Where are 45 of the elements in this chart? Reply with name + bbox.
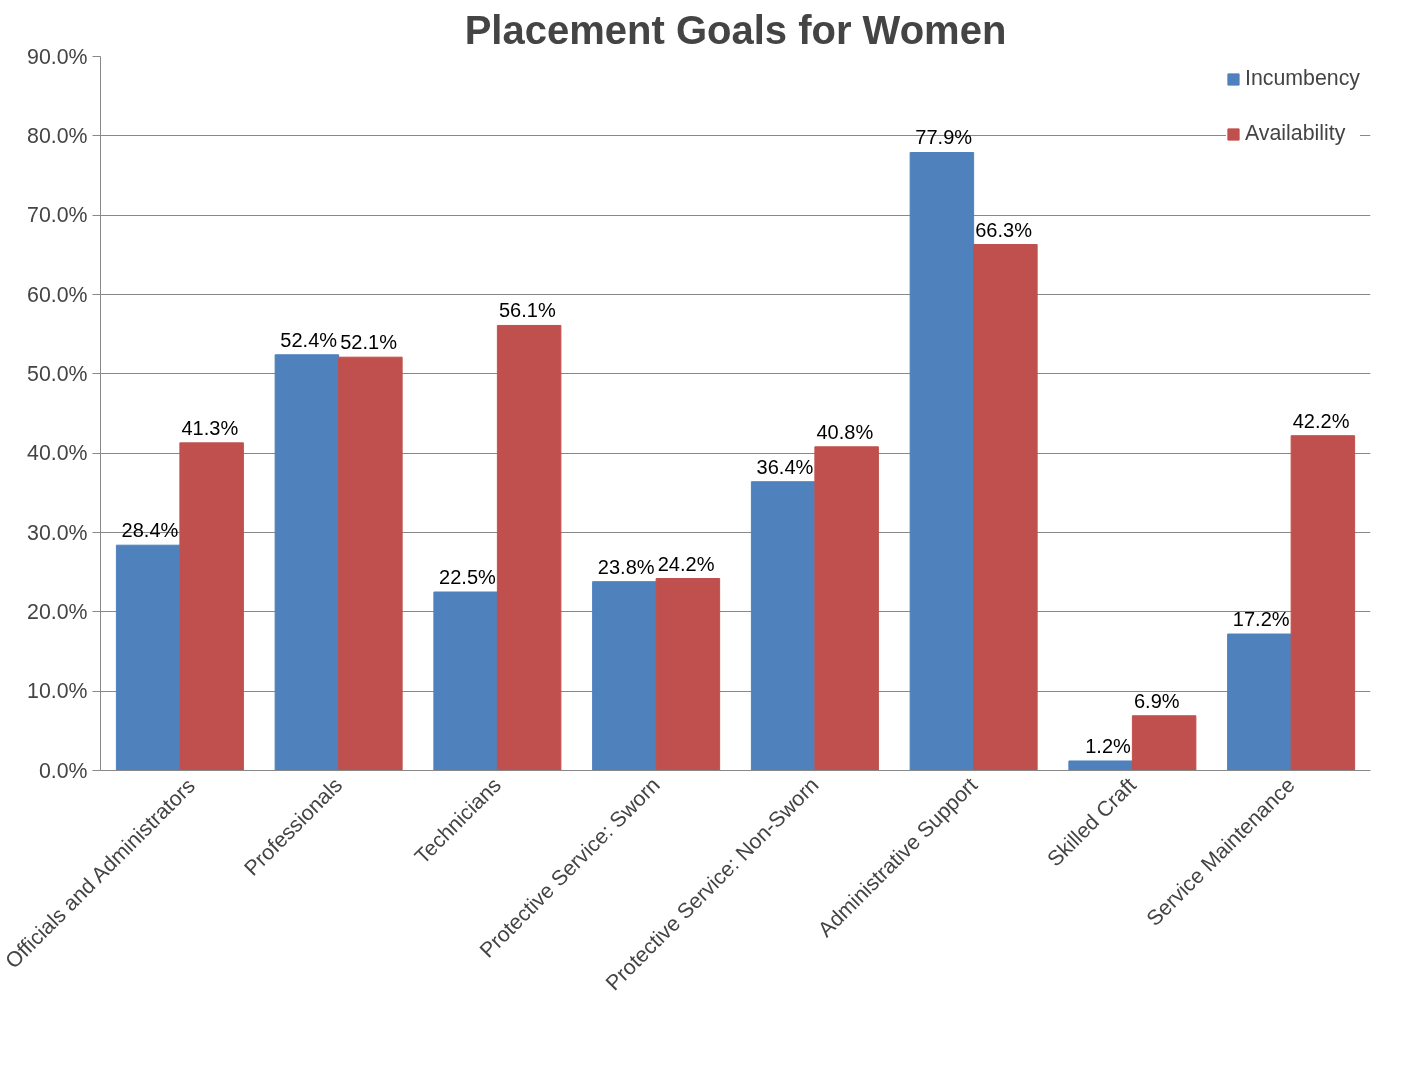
data-label: 23.8%: [597, 555, 655, 578]
bar: [1227, 633, 1292, 771]
bar: [115, 544, 181, 771]
bar: [179, 442, 244, 771]
bar: [338, 356, 403, 771]
data-label: 66.3%: [975, 218, 1033, 241]
y-tick-label: 40.0%: [27, 441, 88, 466]
data-label: 22.5%: [439, 566, 496, 588]
bar: [592, 581, 657, 771]
data-label: 77.9%: [915, 126, 973, 149]
data-label: 52.4%: [280, 328, 338, 351]
bar: [274, 354, 340, 771]
data-label: 6.9%: [1133, 689, 1180, 712]
y-tick-label: 90.0%: [27, 44, 88, 69]
data-label: 41.3%: [181, 416, 239, 439]
y-tick-label: 30.0%: [27, 520, 88, 545]
data-label: 36.4%: [756, 455, 814, 478]
bar: [909, 151, 975, 771]
legend-label: Incumbency: [1245, 66, 1360, 91]
y-tick-label: 50.0%: [27, 361, 88, 386]
data-label: 56.1%: [498, 299, 556, 322]
y-tick-label: 60.0%: [27, 282, 88, 307]
y-tick-label: 80.0%: [27, 123, 88, 148]
bar: [973, 244, 1038, 771]
bar: [1068, 760, 1133, 771]
y-tick-label: 70.0%: [27, 203, 88, 228]
y-tick-label: 20.0%: [27, 599, 88, 624]
data-label: 42.2%: [1292, 409, 1350, 432]
bar: [814, 446, 879, 771]
bar: [750, 481, 816, 771]
bar: [655, 578, 721, 771]
data-label: 28.4%: [121, 519, 179, 542]
y-tick-label: 10.0%: [27, 679, 88, 704]
data-label: 24.2%: [657, 552, 715, 575]
legend-label: Availability: [1245, 121, 1346, 146]
bar: [1131, 715, 1197, 771]
y-tick-label: 0.0%: [38, 758, 88, 783]
data-label: 40.8%: [816, 420, 874, 443]
chart-title: Placement Goals for Women: [464, 7, 1007, 52]
data-label: 52.1%: [340, 331, 398, 354]
bar: [1290, 435, 1356, 771]
bar: [433, 591, 498, 771]
data-label: 1.2%: [1085, 734, 1131, 757]
data-label: 17.2%: [1232, 608, 1290, 631]
bar: [496, 324, 562, 771]
